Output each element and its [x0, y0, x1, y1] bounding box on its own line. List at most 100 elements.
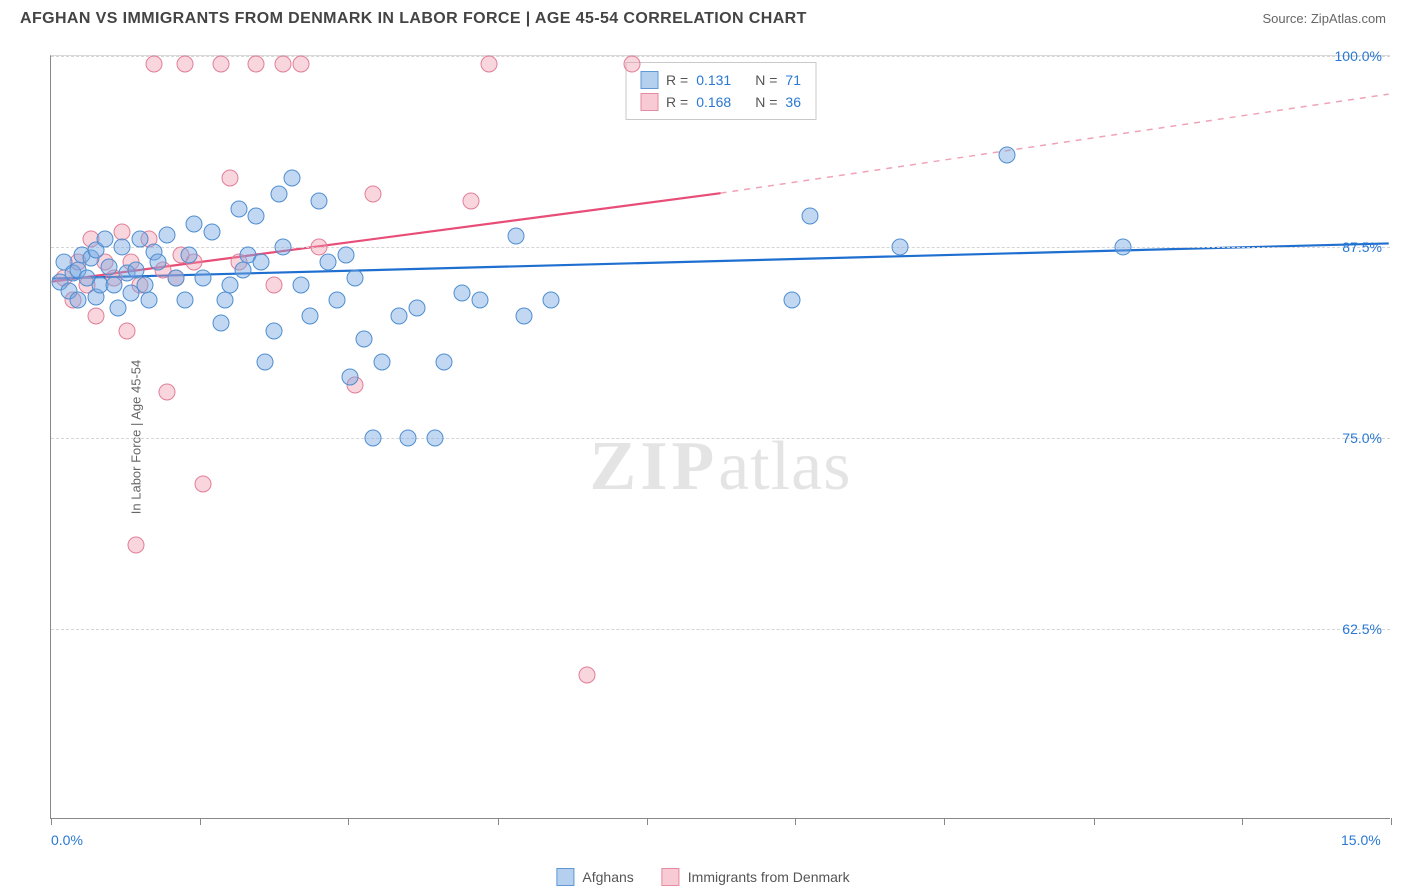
swatch-blue-icon — [640, 71, 658, 89]
data-point — [427, 430, 444, 447]
data-point — [328, 292, 345, 309]
y-tick-label: 75.0% — [1342, 430, 1382, 446]
trend-lines-layer — [51, 56, 1390, 818]
data-point — [266, 323, 283, 340]
data-point — [293, 55, 310, 72]
data-point — [784, 292, 801, 309]
data-point — [266, 277, 283, 294]
legend-label: Afghans — [582, 869, 633, 885]
chart-source: Source: ZipAtlas.com — [1262, 11, 1386, 26]
data-point — [217, 292, 234, 309]
x-tick-label: 15.0% — [1341, 832, 1381, 848]
data-point — [311, 239, 328, 256]
data-point — [342, 368, 359, 385]
chart-title: AFGHAN VS IMMIGRANTS FROM DENMARK IN LAB… — [20, 10, 807, 28]
legend-label: Immigrants from Denmark — [688, 869, 850, 885]
data-point — [248, 55, 265, 72]
data-point — [364, 430, 381, 447]
data-point — [346, 269, 363, 286]
bottom-legend: Afghans Immigrants from Denmark — [556, 868, 849, 886]
legend-item: Immigrants from Denmark — [662, 868, 850, 886]
data-point — [275, 239, 292, 256]
data-point — [409, 300, 426, 317]
data-point — [141, 292, 158, 309]
stats-legend-box: R = 0.131 N = 71 R = 0.168 N = 36 — [625, 62, 816, 120]
trend-line — [721, 94, 1389, 193]
stat-value: 71 — [785, 72, 801, 88]
data-point — [221, 277, 238, 294]
data-point — [110, 300, 127, 317]
stat-value: 36 — [785, 94, 801, 110]
data-point — [145, 55, 162, 72]
stat-label: R = — [666, 72, 688, 88]
x-tick-mark — [51, 818, 52, 825]
data-point — [516, 307, 533, 324]
chart-plot-area: In Labor Force | Age 45-54 ZIPatlas R = … — [50, 55, 1390, 819]
data-point — [127, 261, 144, 278]
data-point — [185, 216, 202, 233]
chart-header: AFGHAN VS IMMIGRANTS FROM DENMARK IN LAB… — [0, 0, 1406, 36]
data-point — [275, 55, 292, 72]
y-tick-label: 87.5% — [1342, 239, 1382, 255]
data-point — [177, 292, 194, 309]
y-tick-label: 62.5% — [1342, 621, 1382, 637]
data-point — [337, 246, 354, 263]
data-point — [235, 261, 252, 278]
y-axis-label: In Labor Force | Age 45-54 — [129, 360, 144, 514]
x-tick-mark — [944, 818, 945, 825]
data-point — [364, 185, 381, 202]
data-point — [248, 208, 265, 225]
data-point — [891, 239, 908, 256]
data-point — [998, 147, 1015, 164]
data-point — [543, 292, 560, 309]
data-point — [436, 353, 453, 370]
data-point — [400, 430, 417, 447]
data-point — [181, 246, 198, 263]
data-point — [373, 353, 390, 370]
stats-row: R = 0.131 N = 71 — [640, 69, 801, 91]
data-point — [471, 292, 488, 309]
data-point — [507, 228, 524, 245]
data-point — [127, 536, 144, 553]
stat-label: R = — [666, 94, 688, 110]
data-point — [150, 254, 167, 271]
data-point — [391, 307, 408, 324]
data-point — [355, 330, 372, 347]
x-tick-mark — [498, 818, 499, 825]
x-tick-mark — [1391, 818, 1392, 825]
y-tick-label: 100.0% — [1335, 48, 1382, 64]
data-point — [579, 666, 596, 683]
data-point — [480, 55, 497, 72]
data-point — [302, 307, 319, 324]
data-point — [311, 193, 328, 210]
x-tick-mark — [200, 818, 201, 825]
x-tick-mark — [795, 818, 796, 825]
x-tick-mark — [1094, 818, 1095, 825]
data-point — [159, 384, 176, 401]
data-point — [293, 277, 310, 294]
data-point — [203, 223, 220, 240]
watermark: ZIPatlas — [590, 427, 852, 507]
data-point — [194, 475, 211, 492]
data-point — [101, 258, 118, 275]
data-point — [221, 170, 238, 187]
x-tick-label: 0.0% — [51, 832, 83, 848]
data-point — [802, 208, 819, 225]
data-point — [69, 292, 86, 309]
x-tick-mark — [647, 818, 648, 825]
gridline — [51, 629, 1390, 630]
data-point — [114, 239, 131, 256]
data-point — [453, 284, 470, 301]
data-point — [462, 193, 479, 210]
data-point — [623, 55, 640, 72]
x-tick-mark — [348, 818, 349, 825]
data-point — [212, 55, 229, 72]
data-point — [257, 353, 274, 370]
stat-label: N = — [755, 72, 777, 88]
data-point — [319, 254, 336, 271]
stat-value: 0.131 — [696, 72, 731, 88]
data-point — [230, 200, 247, 217]
data-point — [252, 254, 269, 271]
data-point — [1115, 239, 1132, 256]
stat-label: N = — [755, 94, 777, 110]
